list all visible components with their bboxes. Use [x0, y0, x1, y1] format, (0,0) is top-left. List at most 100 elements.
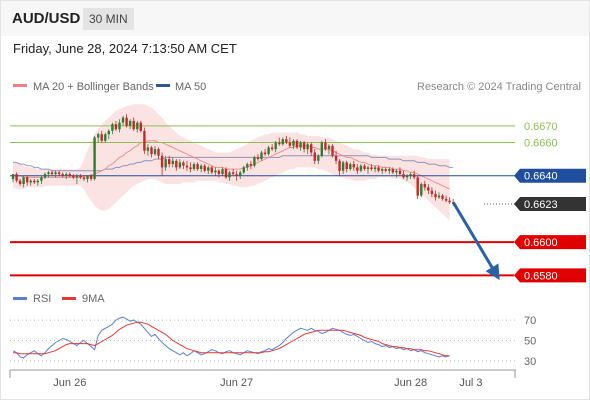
candle-body — [416, 177, 419, 196]
candle-body — [22, 177, 25, 184]
rsi-line — [12, 316, 450, 359]
level-label-0.6623: 0.6623 — [524, 199, 558, 211]
candle-body — [263, 152, 267, 155]
candle-body — [118, 122, 121, 130]
candle-body — [388, 169, 391, 171]
level-label-0.6670: 0.6670 — [524, 121, 558, 133]
candle-body — [359, 165, 363, 171]
ma50-legend-label: MA 50 — [175, 81, 206, 93]
candle-body — [299, 142, 302, 148]
candle-body — [373, 167, 377, 170]
x-tick-label-jun-28: Jun 28 — [394, 377, 427, 389]
candle-body — [168, 159, 171, 165]
candle-body — [235, 174, 238, 176]
candle-body — [18, 180, 22, 184]
candle-body — [444, 199, 448, 201]
candle-body — [402, 174, 405, 178]
candle-body — [61, 174, 64, 176]
candle-body — [11, 174, 15, 180]
candle-body — [160, 155, 164, 168]
timestamp: Friday, June 28, 2024 7:13:50 AM CET — [13, 41, 237, 56]
candle-body — [448, 200, 451, 203]
level-label-0.6660: 0.6660 — [524, 138, 558, 150]
candle-body — [327, 145, 331, 150]
credit-text: Research © 2024 Trading Central — [417, 81, 581, 93]
candle-body — [228, 172, 231, 178]
candle-body — [317, 155, 320, 161]
candle-body — [185, 165, 189, 168]
rsi-tick-70: 70 — [524, 315, 536, 327]
candle-body — [26, 177, 29, 183]
ma9-legend-swatch — [62, 297, 76, 300]
candle-body — [302, 142, 306, 150]
candle-body — [363, 165, 366, 169]
candle-body — [192, 164, 196, 170]
candle-body — [128, 120, 132, 126]
candle-body — [356, 167, 359, 171]
candle-body — [36, 180, 39, 183]
candle-body — [260, 152, 263, 160]
candle-body — [199, 165, 203, 169]
candle-body — [72, 175, 75, 178]
candle-body — [79, 175, 82, 178]
bollinger-band-area — [13, 104, 450, 221]
candle-body — [338, 160, 341, 171]
candle-body — [139, 122, 142, 131]
candle-body — [427, 187, 430, 191]
candle-body — [381, 169, 384, 171]
rsi-legend-label: RSI — [33, 293, 51, 305]
level-label-0.6580: 0.6580 — [524, 270, 558, 282]
candle-body — [246, 164, 249, 168]
x-tick-label-jun-27: Jun 27 — [220, 377, 253, 389]
candle-body — [430, 190, 434, 194]
candle-body — [153, 149, 157, 155]
x-tick-label-jul-3: Jul 3 — [459, 377, 482, 389]
timeframe-badge[interactable]: 30 MIN — [83, 8, 134, 30]
level-label-0.6640: 0.6640 — [524, 171, 558, 183]
candle-body — [189, 167, 192, 170]
candle-body — [405, 175, 409, 178]
candle-body — [370, 167, 373, 170]
header-bar: AUD/USD 30 MIN — [1, 1, 589, 36]
candle-body — [121, 117, 125, 123]
candle-body — [384, 169, 387, 171]
candle-body — [423, 184, 426, 188]
candle-body — [100, 134, 103, 141]
ma9-legend-label: 9MA — [82, 293, 105, 305]
candle-body — [324, 142, 327, 150]
candle-body — [164, 159, 167, 168]
candle-body — [196, 164, 199, 170]
candle-body — [15, 174, 18, 181]
candle-body — [207, 167, 210, 171]
candle-body — [295, 140, 299, 148]
rsi-tick-50: 50 — [524, 336, 536, 348]
candle-body — [331, 145, 334, 156]
candle-body — [285, 139, 288, 143]
candle-body — [57, 172, 61, 175]
candle-body — [178, 162, 182, 168]
candle-body — [349, 164, 352, 170]
candle-body — [182, 162, 185, 166]
candle-body — [68, 174, 71, 176]
candle-body — [203, 165, 206, 171]
candle-body — [50, 172, 54, 175]
level-tag-0.6600 — [514, 235, 586, 250]
ma20-legend-label: MA 20 + Bollinger Bands — [33, 81, 154, 93]
candle-body — [313, 152, 316, 161]
candle-body — [398, 170, 402, 174]
candle-body — [157, 149, 160, 156]
rsi-ma9-line — [13, 321, 450, 357]
candle-body — [366, 167, 370, 170]
candle-body — [345, 162, 348, 169]
candle-body — [420, 184, 423, 196]
candle-body — [146, 147, 150, 151]
candle-body — [114, 124, 118, 130]
candle-body — [281, 139, 284, 145]
level-tag-0.6640 — [514, 168, 586, 183]
x-tick-label-jun-26: Jun 26 — [53, 377, 86, 389]
candle-body — [292, 140, 295, 146]
candle-body — [54, 172, 57, 175]
projection-arrow — [451, 201, 500, 281]
candle-body — [377, 167, 380, 171]
